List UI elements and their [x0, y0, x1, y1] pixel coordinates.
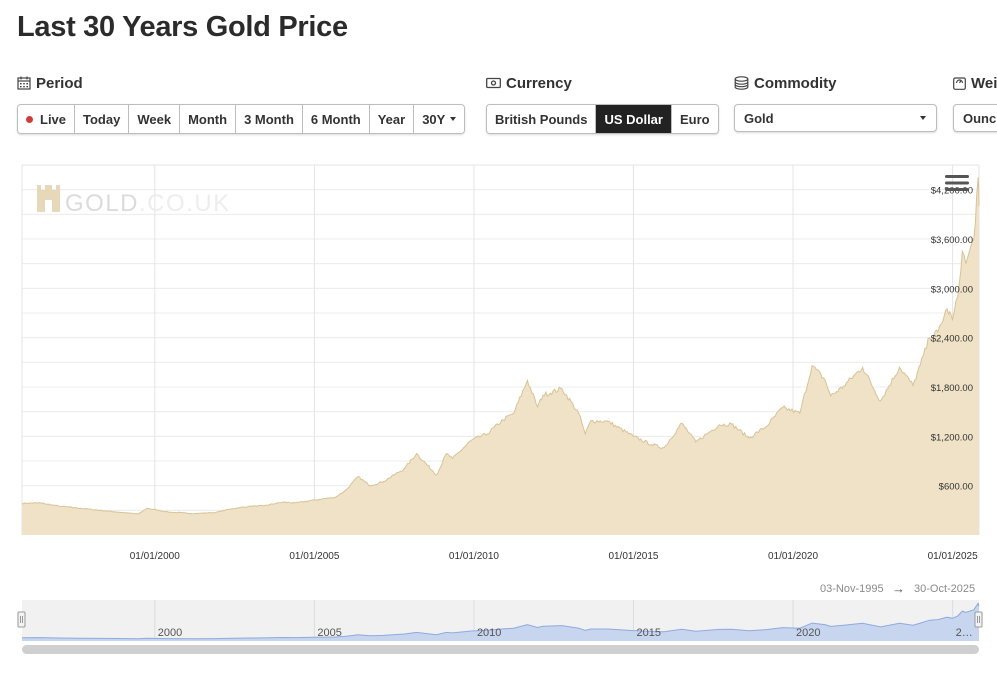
navigator-series-area — [22, 603, 979, 641]
currency-gbp-button[interactable]: British Pounds — [487, 105, 597, 133]
navigator-label: 2010 — [477, 627, 501, 639]
navigator-right-handle[interactable] — [974, 611, 983, 628]
period-week-button[interactable]: Week — [129, 105, 181, 133]
y-tick-label: $1,800.00 — [931, 383, 973, 394]
commodity-value: Gold — [744, 110, 774, 126]
banknote-icon — [486, 77, 501, 89]
x-tick-label: 01/01/2000 — [130, 551, 180, 562]
period-live-button[interactable]: Live — [18, 105, 76, 133]
navigator-left-handle[interactable] — [17, 611, 26, 628]
weight-value: Ounc — [963, 110, 997, 126]
navigator-label: 2015 — [636, 627, 660, 639]
calendar-icon — [17, 76, 31, 90]
navigator-scrollbar[interactable] — [22, 645, 979, 654]
period-year-button[interactable]: Year — [369, 105, 415, 133]
currency-usd-button[interactable]: US Dollar — [596, 105, 672, 133]
weight-control: Wei Ounc — [953, 74, 997, 132]
navigator-labels: 2000 2005 2010 2015 2020 2… — [158, 627, 973, 639]
navigator-label: 2020 — [796, 627, 820, 639]
y-tick-label: $3,000.00 — [931, 284, 973, 295]
x-tick-label: 01/01/2025 — [928, 551, 978, 562]
period-control: Period Live Today Week Month 3 Month 6 M… — [17, 74, 466, 134]
commodity-select[interactable]: Gold — [734, 104, 937, 132]
navigator-label: 2005 — [317, 627, 341, 639]
live-dot-icon — [26, 115, 33, 123]
currency-button-group: British Pounds US Dollar Euro — [486, 104, 719, 134]
gold-watermark: GOLD.CO.UK — [37, 185, 231, 217]
scale-icon — [953, 77, 966, 90]
range-from[interactable]: 03-Nov-1995 — [820, 583, 884, 595]
navigator-label: 2000 — [158, 627, 182, 639]
currency-label: Currency — [506, 74, 572, 92]
period-30y-label: 30Y — [422, 111, 446, 127]
range-arrow: → — [892, 581, 905, 596]
caret-down-icon — [920, 116, 926, 120]
y-axis-labels: $600.00 $1,200.00 $1,800.00 $2,400.00 $3,000… — [931, 186, 973, 493]
hamburger-menu-icon — [945, 175, 969, 191]
currency-control: Currency British Pounds US Dollar Euro — [486, 74, 719, 134]
navigator-series-line — [21, 602, 980, 640]
period-30y-dropdown[interactable]: 30Y — [414, 105, 465, 133]
x-axis-labels: 01/01/2000 01/01/2005 01/01/2010 01/01/2015… — [130, 551, 978, 562]
commodity-label-row: Commodity — [734, 74, 837, 92]
gold-price-chart: GOLD.CO.UK $600.00 $1,200.00 $1,800.00 $2,4… — [21, 164, 980, 562]
range-navigator[interactable]: 2000 2005 2010 2015 2020 2… — [0, 580, 997, 660]
y-tick-label: $1,200.00 — [931, 432, 973, 443]
y-tick-label: $2,400.00 — [931, 334, 973, 345]
weight-select[interactable]: Ounc — [953, 104, 997, 132]
commodity-label: Commodity — [754, 74, 837, 92]
currency-eur-button[interactable]: Euro — [671, 105, 718, 133]
commodity-control: Commodity Gold — [734, 74, 937, 132]
chart-menu-button[interactable] — [945, 174, 969, 197]
y-tick-label: $600.00 — [939, 482, 973, 493]
castle-logo-icon — [37, 185, 60, 212]
price-area — [22, 177, 979, 536]
coin-stack-icon — [734, 76, 749, 90]
period-6month-button[interactable]: 6 Month — [302, 105, 370, 133]
period-month-button[interactable]: Month — [180, 105, 237, 133]
weight-label: Wei — [971, 74, 997, 92]
range-to[interactable]: 30-Oct-2025 — [914, 583, 976, 595]
period-label: Period — [36, 74, 83, 92]
navigator-area — [21, 602, 980, 641]
navigator-label: 2… — [956, 627, 973, 639]
currency-label-row: Currency — [486, 74, 572, 92]
period-label-row: Period — [17, 74, 83, 92]
x-tick-label: 01/01/2015 — [608, 551, 658, 562]
weight-label-row: Wei — [953, 74, 997, 92]
y-tick-label: $3,600.00 — [931, 235, 973, 246]
area-layer — [21, 177, 980, 536]
caret-down-icon — [450, 117, 457, 121]
watermark-brand: GOLD.CO.UK — [65, 190, 231, 217]
x-tick-label: 01/01/2010 — [449, 551, 499, 562]
x-tick-label: 01/01/2005 — [289, 551, 339, 562]
price-line — [21, 177, 980, 515]
period-3month-button[interactable]: 3 Month — [236, 105, 303, 133]
period-live-label: Live — [40, 111, 67, 127]
page-title: Last 30 Years Gold Price — [17, 11, 348, 43]
y-tick-label: $4,200.00 — [931, 186, 973, 197]
period-today-button[interactable]: Today — [75, 105, 130, 133]
period-button-group: Live Today Week Month 3 Month 6 Month Ye… — [17, 104, 466, 134]
x-tick-label: 01/01/2020 — [768, 551, 818, 562]
